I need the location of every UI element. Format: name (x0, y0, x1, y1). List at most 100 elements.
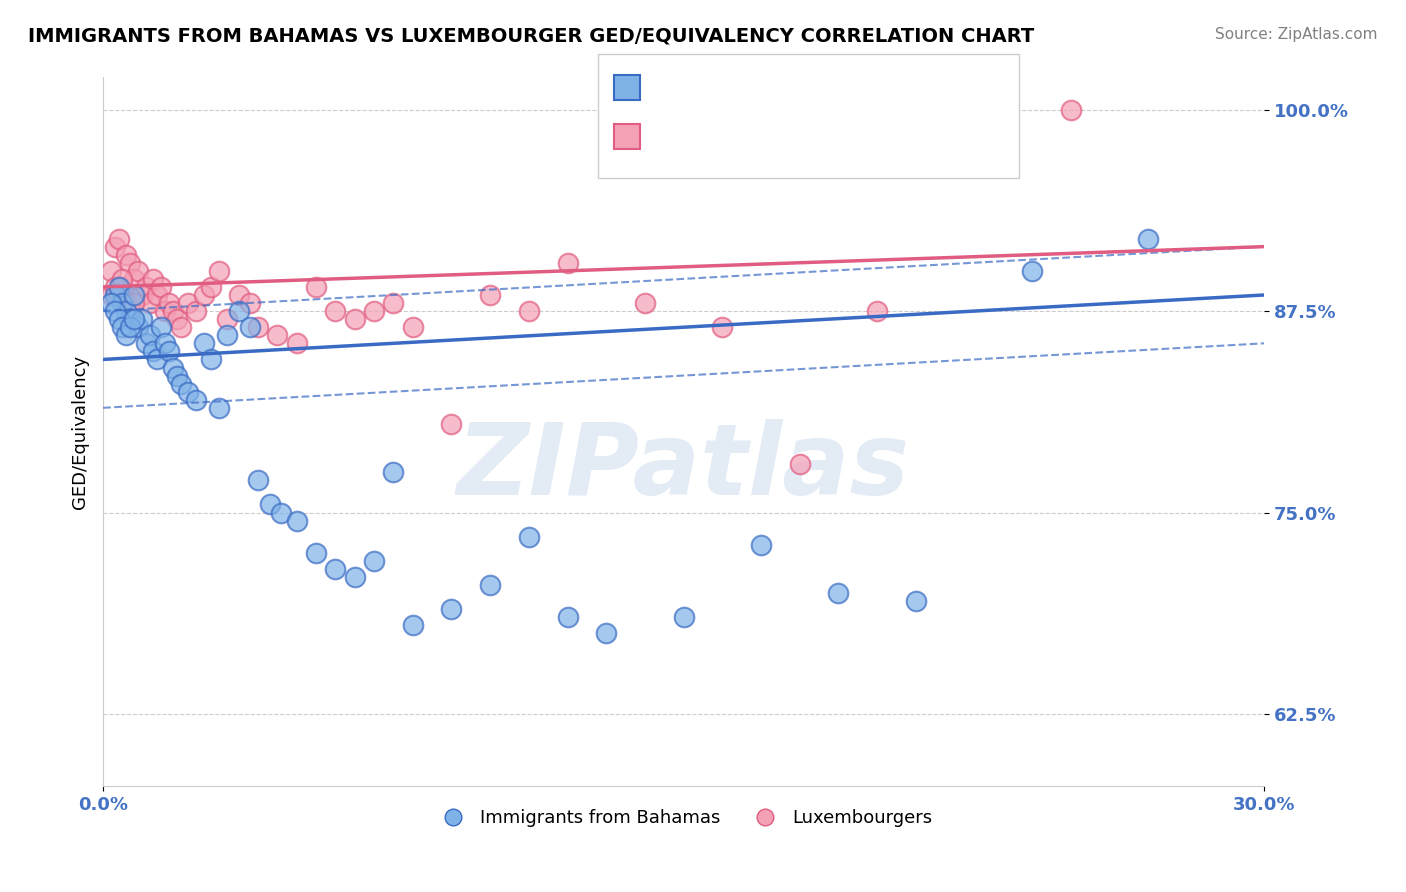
Point (104, 240, 127, 254)
Point (157, 344, 180, 359)
Point (184, 392, 207, 407)
Point (479, 578, 502, 592)
Point (672, 610, 695, 624)
Point (866, 304, 889, 318)
Point (111, 272, 134, 286)
Point (440, 417, 463, 431)
Point (239, 296, 262, 310)
Point (789, 457, 811, 471)
Point (135, 336, 157, 351)
Point (111, 280, 134, 294)
Point (1059, 103, 1081, 117)
Text: ZIPatlas: ZIPatlas (457, 419, 910, 516)
Y-axis label: GED/Equivalency: GED/Equivalency (72, 355, 89, 509)
Point (153, 336, 176, 351)
Point (150, 280, 173, 294)
Point (111, 320, 134, 334)
Point (517, 530, 540, 544)
Point (104, 304, 127, 318)
Legend: Immigrants from Bahamas, Luxembourgers: Immigrants from Bahamas, Luxembourgers (427, 802, 939, 834)
Point (166, 312, 188, 326)
Point (177, 384, 200, 399)
Point (107, 231, 129, 245)
Point (162, 360, 184, 375)
Point (557, 610, 579, 624)
Point (208, 264, 231, 278)
Point (402, 320, 425, 334)
Point (162, 304, 184, 318)
Point (153, 304, 176, 318)
Point (827, 586, 849, 600)
Point (363, 554, 385, 568)
Point (100, 264, 122, 278)
Point (146, 352, 169, 367)
Point (749, 538, 772, 552)
Point (215, 328, 238, 343)
Point (1021, 264, 1043, 278)
Point (169, 376, 191, 391)
Point (122, 312, 145, 326)
Point (479, 288, 502, 302)
Point (157, 296, 180, 310)
Point (127, 320, 149, 334)
Point (266, 328, 288, 343)
Point (239, 320, 262, 334)
Point (166, 368, 188, 383)
Point (122, 296, 145, 310)
Point (343, 570, 366, 584)
Point (120, 256, 142, 270)
Point (270, 506, 292, 520)
Point (200, 280, 222, 294)
Point (305, 280, 328, 294)
Point (402, 618, 425, 632)
Point (193, 336, 215, 351)
Point (115, 304, 138, 318)
Point (246, 320, 269, 334)
Text: R =  0.120    N = 52: R = 0.120 N = 52 (626, 143, 869, 162)
Point (100, 296, 122, 310)
Point (184, 304, 207, 318)
Point (208, 401, 231, 415)
Point (517, 304, 540, 318)
Point (228, 288, 250, 302)
Point (120, 320, 142, 334)
Point (127, 264, 149, 278)
Point (120, 312, 142, 326)
Point (323, 304, 346, 318)
Point (120, 304, 142, 318)
Point (285, 514, 308, 528)
Point (107, 312, 129, 326)
Point (122, 288, 145, 302)
Point (193, 288, 215, 302)
Point (177, 296, 200, 310)
Point (104, 280, 127, 294)
Point (115, 296, 138, 310)
Point (150, 320, 173, 334)
Point (595, 626, 617, 640)
Point (711, 320, 734, 334)
Point (135, 280, 157, 294)
Point (363, 304, 385, 318)
Point (104, 288, 127, 302)
Point (200, 352, 222, 367)
Point (634, 296, 657, 310)
Point (138, 296, 160, 310)
Point (146, 288, 169, 302)
Point (246, 473, 269, 487)
Point (259, 498, 281, 512)
Point (115, 248, 138, 262)
Point (228, 304, 250, 318)
Point (142, 344, 165, 359)
Point (107, 280, 129, 294)
Point (382, 296, 405, 310)
Point (323, 562, 346, 576)
Text: IMMIGRANTS FROM BAHAMAS VS LUXEMBOURGER GED/EQUIVALENCY CORRELATION CHART: IMMIGRANTS FROM BAHAMAS VS LUXEMBOURGER … (28, 27, 1035, 45)
Point (440, 602, 463, 616)
Point (904, 594, 927, 608)
Point (169, 320, 191, 334)
Point (382, 465, 405, 479)
Point (131, 312, 153, 326)
Text: Source: ZipAtlas.com: Source: ZipAtlas.com (1215, 27, 1378, 42)
Point (1137, 231, 1160, 245)
Point (215, 312, 238, 326)
